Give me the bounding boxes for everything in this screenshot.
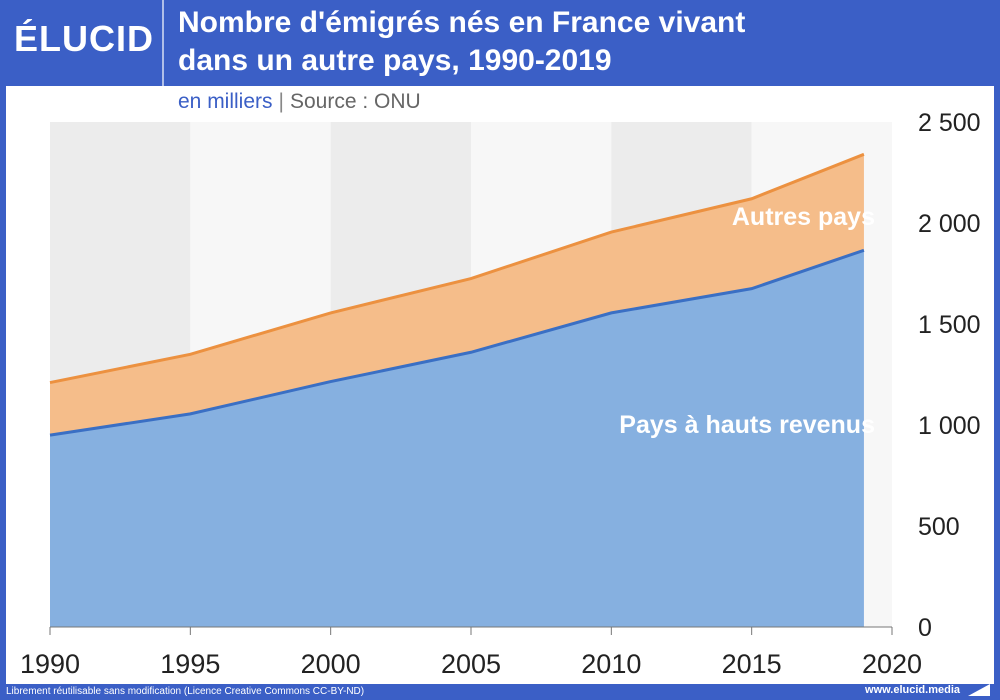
source-label: Source : ONU bbox=[290, 90, 421, 113]
y-tick-label: 1 000 bbox=[918, 412, 981, 440]
license-note: Librement réutilisable sans modification… bbox=[6, 686, 365, 697]
x-tick-label: 2020 bbox=[862, 649, 922, 679]
chart-lines bbox=[49, 152, 865, 437]
series-labels: Autres pays Pays à hauts revenus bbox=[619, 203, 875, 439]
chart-axes: 1990 1995 2000 2005 2010 2015 2020 0 500 1 000 1 5… bbox=[20, 109, 981, 679]
y-tick-label: 500 bbox=[918, 513, 960, 541]
series-label-pays-hauts-revenus: Pays à hauts revenus bbox=[619, 411, 875, 439]
header-divider bbox=[162, 0, 164, 86]
series-label-autres-pays: Autres pays bbox=[732, 203, 875, 231]
elucid-logo: ÉLUCID bbox=[14, 18, 154, 59]
y-tick-label: 2 000 bbox=[918, 210, 981, 238]
area-autres-pays bbox=[50, 154, 864, 436]
website-link[interactable]: www.elucid.media bbox=[865, 684, 960, 696]
y-tick-label: 1 500 bbox=[918, 311, 981, 339]
subtitle-separator: | bbox=[278, 90, 284, 113]
chart-title-line-1: Nombre d'émigrés nés en France vivant bbox=[178, 6, 746, 39]
line-pays-hauts-revenus bbox=[49, 248, 865, 437]
area-pays-hauts-revenus bbox=[50, 250, 864, 627]
x-tick-label: 2010 bbox=[581, 649, 641, 679]
chart-subtitle: en milliers | Source : ONU bbox=[178, 90, 421, 114]
y-tick-label: 0 bbox=[918, 614, 932, 642]
x-tick-label: 1990 bbox=[20, 649, 80, 679]
x-tick-label: 2000 bbox=[301, 649, 361, 679]
chart-title: Nombre d'émigrés nés en France vivant da… bbox=[178, 4, 978, 80]
x-tick-label: 2005 bbox=[441, 649, 501, 679]
y-tick-label: 2 500 bbox=[918, 109, 981, 137]
header-bar: ÉLUCID Nombre d'émigrés nés en France vi… bbox=[0, 0, 1000, 86]
x-tick-label: 2015 bbox=[722, 649, 782, 679]
x-tick-label: 1995 bbox=[160, 649, 220, 679]
line-autres-pays bbox=[49, 152, 865, 385]
elucid-mark-icon bbox=[968, 684, 990, 696]
chart-title-line-2: dans un autre pays, 1990-2019 bbox=[178, 44, 612, 77]
unit-label: en milliers bbox=[178, 90, 273, 113]
chart-areas bbox=[50, 154, 864, 627]
